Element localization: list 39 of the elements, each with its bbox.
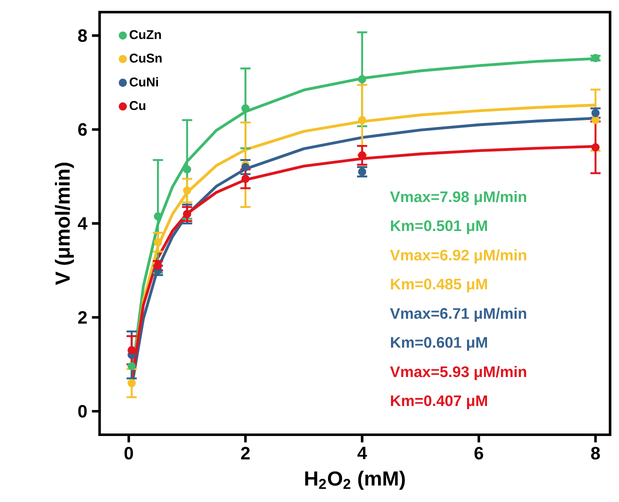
annotation: Km=0.501 μM — [390, 220, 487, 234]
annotation: Vmax=7.98 μM/min — [390, 190, 526, 206]
point — [183, 165, 192, 174]
legend-label: CuZn — [130, 30, 161, 40]
point — [591, 143, 600, 152]
x-tick-label: 2 — [241, 446, 250, 460]
annotation: Vmax=5.93 μM/min — [390, 366, 526, 380]
point — [358, 75, 366, 84]
annotation: Vmax=6.71 μM/min — [390, 308, 526, 322]
point — [591, 54, 600, 62]
x-tick-label: 4 — [357, 446, 367, 460]
point — [241, 162, 250, 172]
annotation: Km=0.485 μM — [390, 278, 487, 292]
point — [241, 104, 250, 112]
legend-label: Cu — [130, 100, 146, 110]
y-tick-label: 6 — [78, 123, 87, 136]
y-tick-label: 0 — [78, 404, 87, 418]
point — [183, 186, 192, 195]
annotation: Km=0.601 μM — [390, 336, 487, 351]
point — [128, 346, 136, 354]
annotation: Vmax=6.92 μM/min — [390, 249, 526, 264]
x-tick-label: 6 — [474, 446, 484, 460]
point — [154, 212, 162, 220]
y-axis-title: V (μmol/min) — [54, 162, 74, 285]
legend-label: CuNi — [130, 77, 158, 86]
point — [128, 378, 136, 388]
y-tick-label: 2 — [78, 311, 87, 324]
x-tick-label: 0 — [124, 446, 133, 460]
x-axis-title: H$_{2}$O$_{2}$ (mM) — [305, 470, 405, 490]
point — [128, 362, 136, 370]
point — [241, 174, 250, 183]
point — [154, 238, 162, 246]
legend-label: CuSn — [130, 54, 162, 63]
y-tick-label: 4 — [78, 217, 88, 230]
point — [358, 116, 366, 124]
annotation: Km=0.407 μM — [390, 395, 487, 409]
x-tick-label: 8 — [591, 446, 600, 460]
point — [591, 116, 600, 124]
y-tick-label: 8 — [78, 29, 87, 42]
